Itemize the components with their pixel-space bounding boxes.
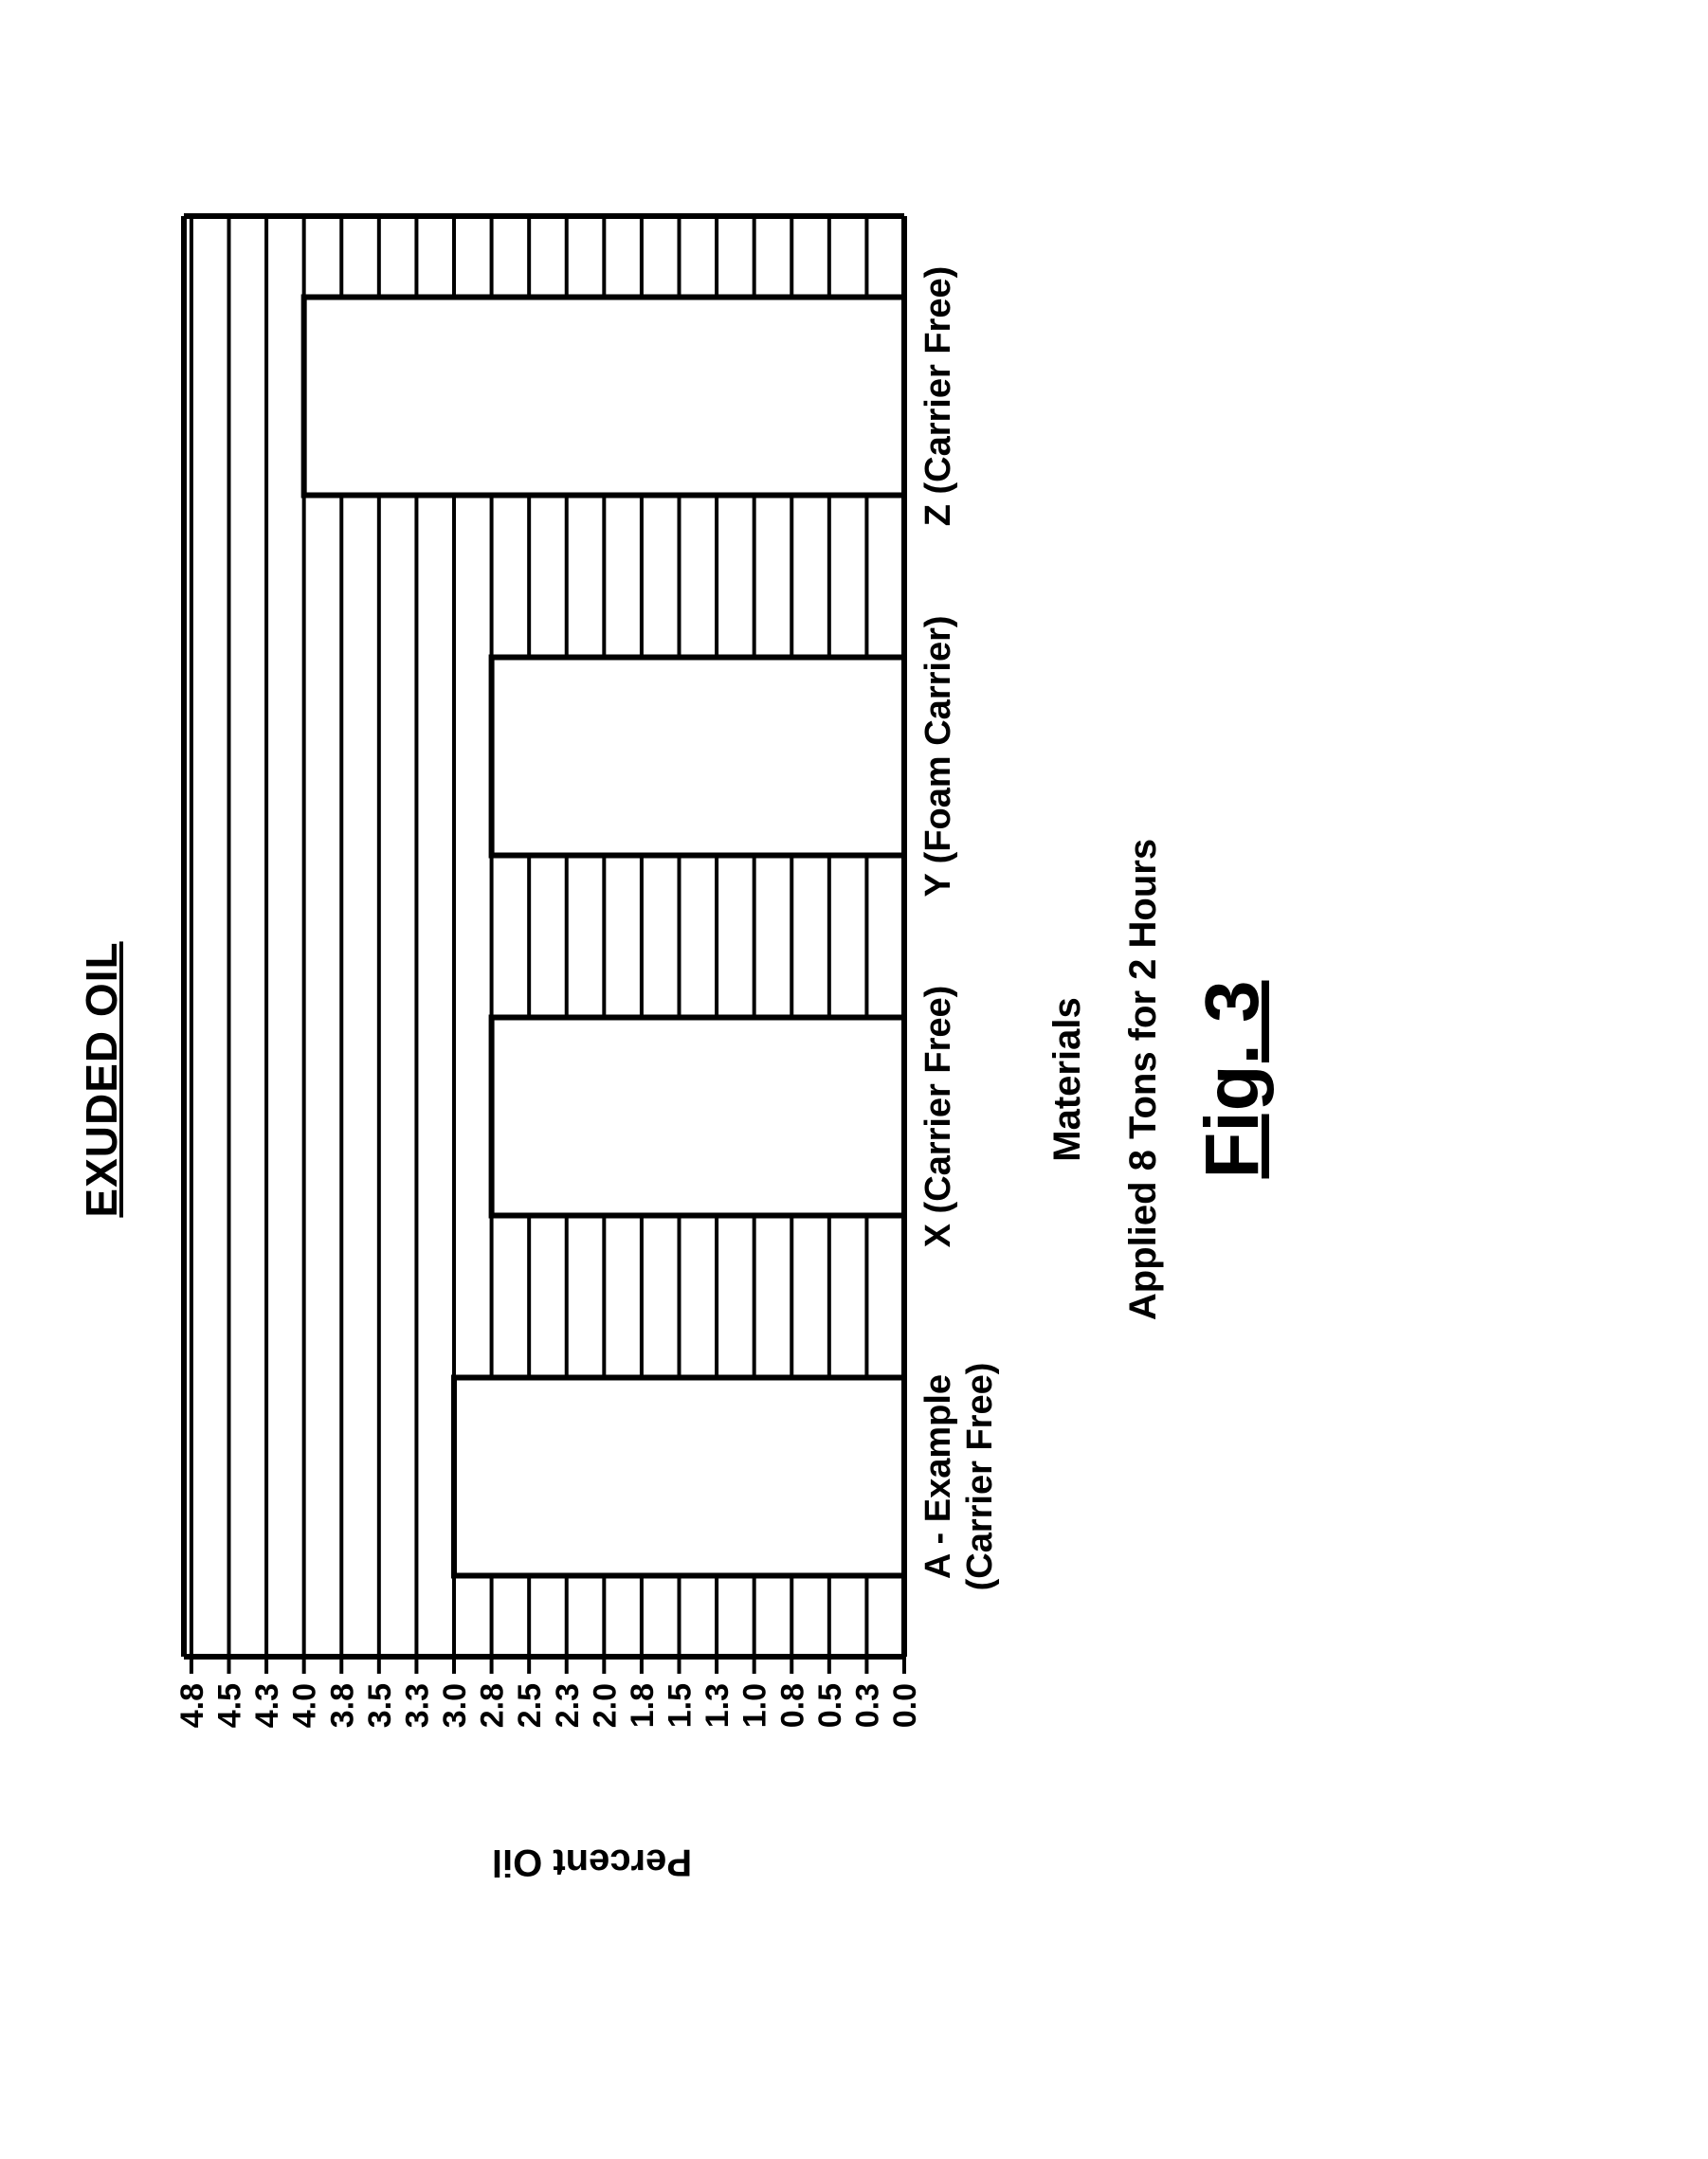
- y-tick-label: 2.0: [587, 1683, 623, 1728]
- chart-title: EXUDED OIL: [76, 941, 127, 1217]
- y-tick-label: 1.8: [625, 1683, 661, 1728]
- y-tick-label: 4.3: [249, 1683, 285, 1728]
- y-tick-label: 0.5: [812, 1683, 848, 1728]
- y-tick-label: 4.0: [287, 1683, 323, 1728]
- y-tick-label: 3.0: [437, 1683, 473, 1728]
- y-tick-label: 1.5: [663, 1683, 699, 1728]
- bar: [492, 658, 904, 856]
- y-tick-label: 0.8: [774, 1683, 810, 1728]
- y-tick-label: 3.5: [362, 1683, 398, 1728]
- category-label: X (Carrier Free): [918, 986, 958, 1248]
- y-tick-label: 3.3: [399, 1683, 435, 1728]
- y-axis-label: Percent Oil: [491, 1841, 691, 1883]
- chart-wrap: Percent Oil 0.00.30.50.81.01.31.51.82.02…: [165, 197, 1018, 1961]
- bar: [492, 1018, 904, 1216]
- chart-subtitle: Applied 8 Tons for 2 Hours: [1122, 839, 1165, 1320]
- category-label: Y (Foam Carrier): [918, 616, 958, 898]
- category-label: (Carrier Free): [960, 1363, 1000, 1591]
- y-tick-label: 0.0: [887, 1683, 923, 1728]
- x-axis-label: Materials: [1046, 997, 1089, 1161]
- category-label: A - Example: [918, 1374, 958, 1579]
- y-tick-label: 1.0: [737, 1683, 773, 1728]
- bar-chart: 0.00.30.50.81.01.31.51.82.02.32.52.83.03…: [165, 197, 1018, 1808]
- y-tick-label: 2.8: [475, 1683, 511, 1728]
- figure-label: Fig. 3: [1189, 981, 1276, 1179]
- y-tick-label: 2.3: [550, 1683, 586, 1728]
- y-tick-label: 4.5: [212, 1683, 248, 1728]
- y-tick-label: 3.8: [324, 1683, 360, 1728]
- bar: [304, 298, 904, 496]
- category-label: Z (Carrier Free): [918, 266, 958, 527]
- y-tick-label: 0.3: [849, 1683, 885, 1728]
- bar: [454, 1378, 904, 1576]
- page: EXUDED OIL Percent Oil 0.00.30.50.81.01.…: [0, 0, 1708, 2159]
- y-tick-label: 4.8: [174, 1683, 210, 1728]
- y-tick-label: 2.5: [512, 1683, 548, 1728]
- chart-container: EXUDED OIL Percent Oil 0.00.30.50.81.01.…: [0, 0, 1708, 2159]
- y-tick-label: 1.3: [700, 1683, 736, 1728]
